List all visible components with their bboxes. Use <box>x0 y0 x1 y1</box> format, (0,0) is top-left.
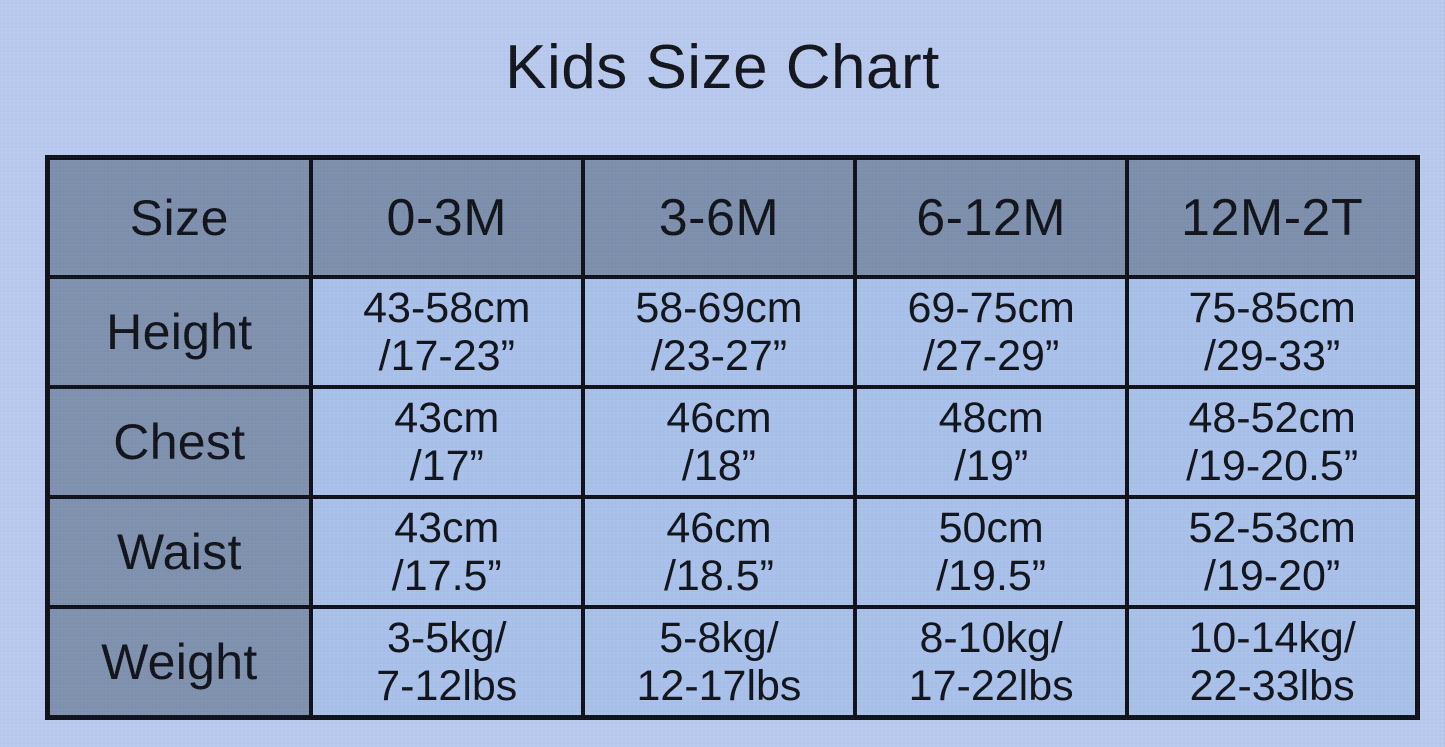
cell-line-lbs: 7-12lbs <box>376 661 518 710</box>
column-header-0-3m: 0-3M <box>308 155 585 279</box>
cell-line-lbs: 17-22lbs <box>908 661 1074 710</box>
cell-line-in: /18.5” <box>663 552 774 600</box>
cell-line-in: /29-33” <box>1204 332 1341 380</box>
row-label-weight: Weight <box>45 605 313 719</box>
cell-line-cm: 75-85cm <box>1188 283 1356 332</box>
cell-weight-6-12m: 8-10kg/ 17-22lbs <box>853 605 1130 719</box>
cell-line-cm: 43-58cm <box>363 283 531 332</box>
cell-line-in: /23-27” <box>650 332 788 380</box>
cell-line-kg: 3-5kg/ <box>387 613 507 662</box>
cell-height-0-3m: 43-58cm /17-23” <box>308 275 585 389</box>
column-header-size: Size <box>45 155 313 279</box>
table-row: Waist 43cm /17.5” 46cm /18.5” 50cm /19.5… <box>45 495 1420 609</box>
cell-waist-0-3m: 43cm /17.5” <box>308 495 585 609</box>
cell-height-12m-2t: 75-85cm /29-33” <box>1125 275 1420 389</box>
header-row: Size 0-3M 3-6M 6-12M 12M-2T <box>45 155 1420 279</box>
cell-weight-0-3m: 3-5kg/ 7-12lbs <box>308 605 585 719</box>
cell-line-cm: 43cm <box>394 503 500 552</box>
size-chart-table: Size 0-3M 3-6M 6-12M 12M-2T Height 43-58… <box>45 155 1420 720</box>
row-label-waist: Waist <box>45 495 313 609</box>
cell-weight-12m-2t: 10-14kg/ 22-33lbs <box>1125 605 1420 719</box>
cell-waist-3-6m: 46cm /18.5” <box>580 495 858 609</box>
cell-line-cm: 46cm <box>666 503 772 552</box>
cell-line-lbs: 12-17lbs <box>636 661 802 710</box>
cell-line-kg: 5-8kg/ <box>659 613 779 662</box>
table-header: Size 0-3M 3-6M 6-12M 12M-2T <box>45 155 1420 279</box>
cell-line-kg: 8-10kg/ <box>919 613 1063 662</box>
cell-waist-6-12m: 50cm /19.5” <box>853 495 1130 609</box>
cell-line-in: /19-20.5” <box>1186 442 1359 490</box>
page-title: Kids Size Chart <box>505 33 940 102</box>
cell-line-cm: 48-52cm <box>1188 393 1356 442</box>
table-row: Weight 3-5kg/ 7-12lbs 5-8kg/ 12-17lbs 8-… <box>45 605 1420 719</box>
cell-line-kg: 10-14kg/ <box>1188 613 1356 662</box>
column-header-12m-2t: 12M-2T <box>1125 155 1420 279</box>
cell-line-in: /17-23” <box>378 332 515 380</box>
cell-line-cm: 58-69cm <box>635 283 803 332</box>
cell-line-in: /27-29” <box>923 332 1060 380</box>
cell-height-6-12m: 69-75cm /27-29” <box>853 275 1130 389</box>
cell-line-cm: 50cm <box>938 503 1044 552</box>
row-label-chest: Chest <box>45 385 313 499</box>
table-body: Height 43-58cm /17-23” 58-69cm /23-27” 6… <box>45 275 1420 719</box>
cell-line-in: /19” <box>954 442 1029 490</box>
cell-line-in: /19-20” <box>1204 552 1341 600</box>
cell-line-in: /19.5” <box>936 552 1047 600</box>
cell-line-in: /17.5” <box>391 552 502 600</box>
cell-line-cm: 48cm <box>938 393 1044 442</box>
cell-chest-0-3m: 43cm /17” <box>308 385 585 499</box>
cell-chest-6-12m: 48cm /19” <box>853 385 1130 499</box>
cell-line-cm: 69-75cm <box>907 283 1075 332</box>
cell-weight-3-6m: 5-8kg/ 12-17lbs <box>580 605 858 719</box>
cell-chest-12m-2t: 48-52cm /19-20.5” <box>1125 385 1420 499</box>
table-row: Height 43-58cm /17-23” 58-69cm /23-27” 6… <box>45 275 1420 389</box>
cell-waist-12m-2t: 52-53cm /19-20” <box>1125 495 1420 609</box>
column-header-6-12m: 6-12M <box>853 155 1130 279</box>
table-row: Chest 43cm /17” 46cm /18” 48cm /19” 48-5… <box>45 385 1420 499</box>
cell-height-3-6m: 58-69cm /23-27” <box>580 275 858 389</box>
cell-line-cm: 43cm <box>394 393 500 442</box>
column-header-3-6m: 3-6M <box>580 155 858 279</box>
cell-line-in: /18” <box>681 442 757 490</box>
cell-chest-3-6m: 46cm /18” <box>580 385 858 499</box>
cell-line-cm: 52-53cm <box>1188 503 1356 552</box>
row-label-height: Height <box>45 275 313 389</box>
cell-line-cm: 46cm <box>666 393 772 442</box>
size-chart-table-container: Size 0-3M 3-6M 6-12M 12M-2T Height 43-58… <box>45 155 1420 720</box>
cell-line-in: /17” <box>409 442 484 490</box>
cell-line-lbs: 22-33lbs <box>1189 661 1355 710</box>
